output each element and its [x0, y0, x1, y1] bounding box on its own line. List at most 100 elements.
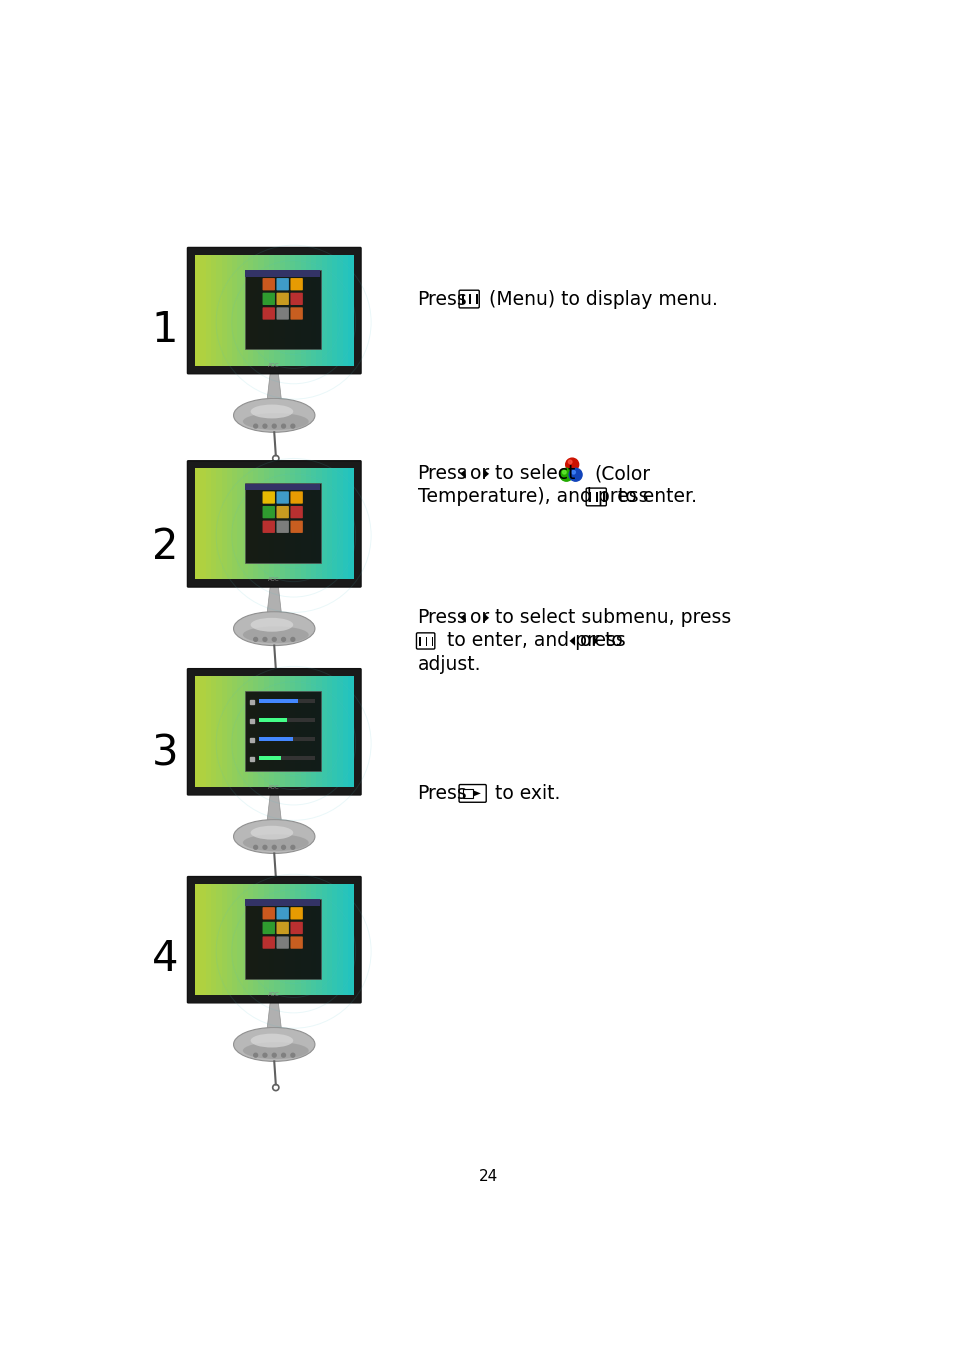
- Bar: [216, 468, 222, 579]
- Polygon shape: [483, 613, 489, 622]
- Bar: [200, 884, 206, 995]
- FancyBboxPatch shape: [187, 668, 360, 795]
- Polygon shape: [483, 468, 489, 479]
- FancyBboxPatch shape: [290, 491, 302, 504]
- Ellipse shape: [233, 819, 314, 853]
- Text: to exit.: to exit.: [495, 784, 560, 803]
- Bar: [211, 255, 216, 366]
- Bar: [311, 884, 316, 995]
- Ellipse shape: [251, 405, 293, 418]
- Bar: [306, 676, 312, 787]
- Bar: [279, 884, 285, 995]
- Bar: [418, 636, 420, 645]
- Bar: [337, 676, 343, 787]
- Circle shape: [272, 845, 276, 849]
- Bar: [316, 676, 322, 787]
- Circle shape: [263, 637, 267, 641]
- Bar: [290, 255, 295, 366]
- Text: 2: 2: [152, 526, 178, 568]
- Ellipse shape: [251, 618, 293, 632]
- Bar: [290, 884, 295, 995]
- Circle shape: [253, 637, 257, 641]
- Bar: [227, 884, 233, 995]
- Bar: [269, 676, 274, 787]
- Bar: [279, 255, 285, 366]
- Bar: [242, 468, 248, 579]
- Text: to enter.: to enter.: [617, 487, 696, 506]
- Polygon shape: [459, 468, 465, 479]
- Circle shape: [291, 845, 294, 849]
- Text: Press: Press: [417, 289, 467, 309]
- Bar: [258, 756, 281, 760]
- FancyBboxPatch shape: [276, 293, 289, 305]
- Bar: [248, 468, 253, 579]
- Bar: [232, 884, 237, 995]
- Bar: [332, 884, 337, 995]
- Ellipse shape: [243, 834, 309, 850]
- Bar: [348, 676, 354, 787]
- Bar: [206, 255, 212, 366]
- Bar: [316, 468, 322, 579]
- Bar: [274, 676, 279, 787]
- Bar: [211, 468, 216, 579]
- Bar: [244, 270, 320, 350]
- FancyBboxPatch shape: [187, 876, 360, 1003]
- Bar: [285, 255, 290, 366]
- Bar: [216, 255, 222, 366]
- Bar: [589, 491, 590, 502]
- Circle shape: [272, 1053, 276, 1057]
- FancyBboxPatch shape: [276, 521, 289, 533]
- Text: AOC: AOC: [268, 363, 280, 369]
- FancyBboxPatch shape: [262, 491, 274, 504]
- FancyBboxPatch shape: [458, 784, 486, 802]
- Bar: [332, 676, 337, 787]
- Bar: [244, 691, 320, 771]
- Bar: [221, 676, 227, 787]
- Polygon shape: [569, 636, 575, 645]
- Text: 3: 3: [152, 732, 178, 775]
- Bar: [321, 676, 327, 787]
- Bar: [195, 884, 201, 995]
- Bar: [248, 884, 253, 995]
- Bar: [263, 676, 269, 787]
- Bar: [227, 468, 233, 579]
- Text: Temperature), and press: Temperature), and press: [417, 487, 647, 506]
- Bar: [327, 468, 333, 579]
- Bar: [258, 756, 314, 760]
- Bar: [237, 255, 243, 366]
- FancyBboxPatch shape: [290, 278, 302, 290]
- Polygon shape: [267, 1000, 281, 1027]
- Bar: [342, 676, 348, 787]
- Bar: [311, 255, 316, 366]
- Bar: [242, 676, 248, 787]
- Circle shape: [571, 470, 575, 474]
- Ellipse shape: [233, 1027, 314, 1061]
- Bar: [300, 676, 306, 787]
- FancyBboxPatch shape: [262, 308, 274, 320]
- Bar: [316, 884, 322, 995]
- Polygon shape: [267, 792, 281, 819]
- Bar: [348, 884, 354, 995]
- FancyBboxPatch shape: [276, 278, 289, 290]
- FancyBboxPatch shape: [290, 293, 302, 305]
- FancyBboxPatch shape: [585, 489, 606, 506]
- Bar: [221, 468, 227, 579]
- Bar: [327, 884, 333, 995]
- Bar: [206, 676, 212, 787]
- Bar: [253, 676, 258, 787]
- Bar: [348, 468, 354, 579]
- Bar: [232, 468, 237, 579]
- Circle shape: [281, 637, 285, 641]
- Bar: [248, 255, 253, 366]
- Bar: [237, 884, 243, 995]
- Bar: [258, 676, 264, 787]
- Bar: [425, 636, 427, 645]
- Bar: [253, 468, 258, 579]
- Bar: [285, 884, 290, 995]
- Bar: [274, 884, 279, 995]
- Bar: [342, 884, 348, 995]
- FancyBboxPatch shape: [290, 907, 302, 919]
- Circle shape: [263, 424, 267, 428]
- Circle shape: [565, 458, 578, 471]
- Bar: [263, 255, 269, 366]
